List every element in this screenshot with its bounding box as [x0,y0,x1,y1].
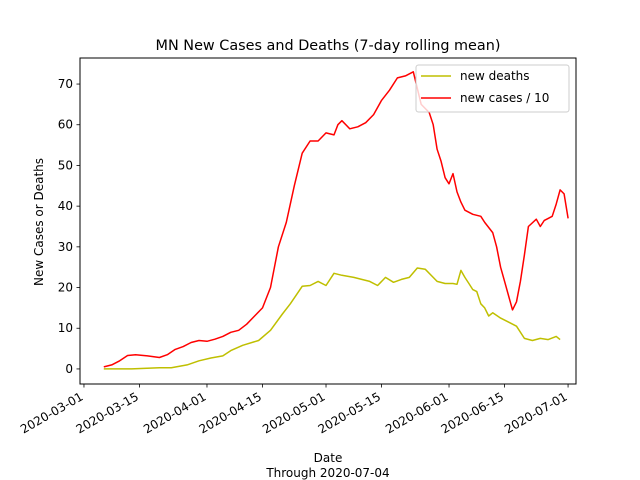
legend-label-2: new cases / 10 [460,91,549,105]
x-tick-label: 2020-03-15 [74,389,141,436]
series-line-1 [103,267,561,370]
y-tick-label: 50 [58,158,73,172]
plot-frame [79,57,577,385]
y-axis-label: New Cases or Deaths [32,158,46,286]
x-tick-label: 2020-05-01 [260,389,327,436]
y-tick-label: 20 [58,281,73,295]
x-tick-label: 2020-05-15 [316,389,383,436]
y-axis: 0 10 20 30 40 50 60 70 [58,77,80,376]
x-tick-label: 2020-06-01 [383,389,450,436]
x-tick-label: 2020-06-15 [439,389,506,436]
series-line-2 [103,71,569,368]
x-tick-label: 2020-07-01 [502,389,569,436]
y-tick-label: 40 [58,199,73,213]
y-tick-label: 60 [58,118,73,132]
chart-title: MN New Cases and Deaths (7-day rolling m… [156,38,501,54]
plot-area [103,71,569,370]
y-tick-label: 0 [65,362,73,376]
x-axis-label: Date [314,451,343,465]
x-axis-sublabel: Through 2020-07-04 [265,466,389,480]
x-tick-label: 2020-04-15 [197,389,264,436]
y-tick-label: 30 [58,240,73,254]
legend-label-1: new deaths [460,69,530,83]
legend: new deaths new cases / 10 [415,64,570,113]
x-tick-label: 2020-04-01 [141,389,208,436]
y-tick-label: 10 [58,321,73,335]
legend-box [415,64,570,113]
y-tick-label: 70 [58,77,73,91]
x-tick-label: 2020-03-01 [18,389,85,436]
